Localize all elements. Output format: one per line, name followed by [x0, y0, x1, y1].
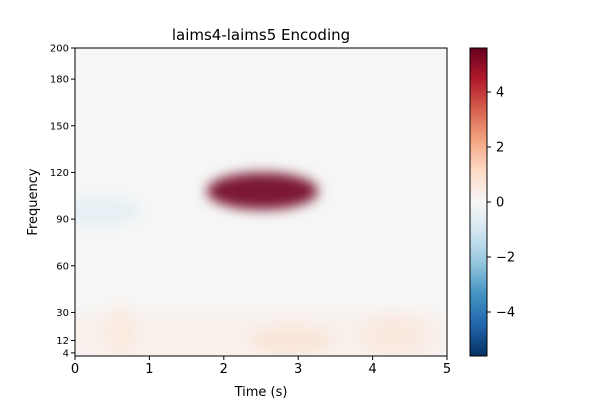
heatmap-layer — [75, 172, 447, 356]
colorbar: −4 −2 0 2 4 — [469, 47, 515, 357]
plot-frame — [74, 47, 448, 357]
y-tick-label: 4 — [63, 348, 69, 359]
colorbar-axis: −4 −2 0 2 4 — [487, 86, 515, 321]
x-tick-label: 1 — [145, 362, 153, 377]
colorbar-gradient — [469, 47, 488, 357]
heatmap-blob — [206, 172, 319, 210]
colorbar-tick-label: 0 — [496, 196, 504, 211]
heatmap-low-band — [75, 312, 447, 356]
colorbar-tick-label: 2 — [496, 141, 504, 156]
y-tick-label: 200 — [50, 44, 69, 55]
colorbar-tick-label: −2 — [496, 251, 515, 266]
y-tick-label: 180 — [50, 75, 69, 86]
heatmap-blob — [75, 195, 142, 227]
x-tick-label: 2 — [220, 362, 228, 377]
y-axis: 412 30 60 90 120 150 180 200 — [50, 44, 75, 359]
x-axis: 0 1 2 3 4 5 — [71, 356, 451, 377]
y-tick-label: 12 — [56, 336, 69, 347]
x-tick-label: 3 — [294, 362, 302, 377]
y-tick-label: 90 — [56, 215, 69, 226]
y-tick-label: 60 — [56, 261, 69, 272]
chart-title: laims4-laims5 Encoding — [172, 26, 350, 44]
x-axis-label: Time (s) — [234, 385, 288, 400]
y-tick-label: 30 — [56, 308, 69, 319]
colorbar-tick-label: −4 — [496, 306, 515, 321]
x-tick-label: 5 — [443, 362, 451, 377]
colorbar-tick-label: 4 — [496, 86, 504, 101]
y-tick-label: 150 — [50, 121, 69, 132]
x-tick-label: 4 — [368, 362, 376, 377]
y-axis-label: Frequency — [26, 168, 41, 235]
x-tick-label: 0 — [71, 362, 79, 377]
y-tick-label: 120 — [50, 168, 69, 179]
plot-area — [74, 47, 448, 357]
